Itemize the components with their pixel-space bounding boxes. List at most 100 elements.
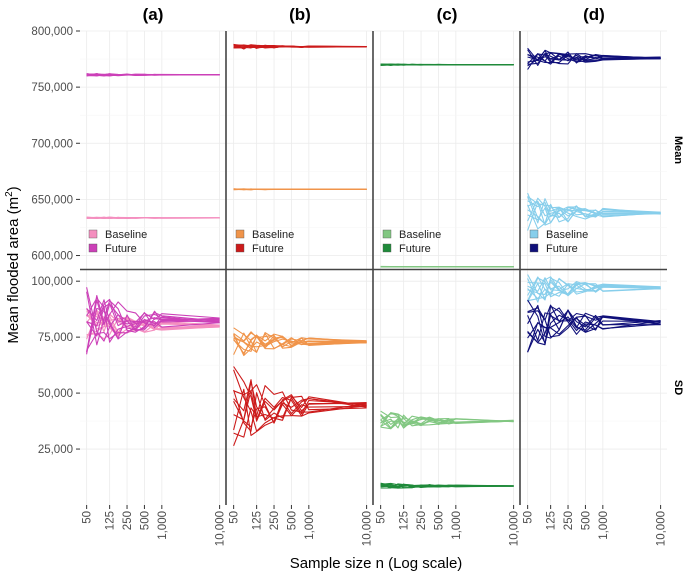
panel-title-a: (a) xyxy=(143,5,164,24)
y-tick-label: 800,000 xyxy=(31,26,73,38)
x-tick-label: 500 xyxy=(433,511,445,530)
series-line-future-d-mean xyxy=(527,53,661,65)
series-line-baseline-b-sd xyxy=(233,333,367,357)
series-line-future-d-sd xyxy=(527,316,661,339)
series-line-future-a-sd xyxy=(86,312,220,351)
series-line-future-d-mean xyxy=(527,50,661,67)
series-line-future-b-sd xyxy=(233,389,367,422)
series-line-baseline-d-sd xyxy=(527,281,661,298)
y-tick-label: 600,000 xyxy=(31,251,73,263)
x-tick-label: 125 xyxy=(546,511,558,530)
series-line-future-a-mean xyxy=(86,73,220,77)
series-line-baseline-a-mean xyxy=(86,216,220,220)
row-strip-mean: Mean xyxy=(672,136,684,164)
legend-label-baseline: Baseline xyxy=(399,229,441,241)
y-tick-label: 650,000 xyxy=(31,194,73,206)
series-line-future-a-sd xyxy=(86,297,220,331)
series-line-future-c-sd xyxy=(380,482,514,488)
x-tick-label: 1,000 xyxy=(451,511,463,540)
series-line-future-d-mean xyxy=(527,53,661,64)
x-tick-label: 1,000 xyxy=(304,511,316,540)
x-tick-label: 50 xyxy=(523,511,535,524)
x-tick-label: 125 xyxy=(252,511,264,530)
series-line-future-d-sd xyxy=(527,312,661,344)
series-line-future-b-sd xyxy=(233,369,367,432)
series-line-future-a-sd xyxy=(86,291,220,346)
panel-title-d: (d) xyxy=(583,5,605,24)
panel-d-mean: Baseline Future xyxy=(521,30,667,269)
panel-background xyxy=(227,31,373,269)
panel-title-c: (c) xyxy=(437,5,458,24)
panel-d-sd xyxy=(521,270,667,505)
x-tick-label: 250 xyxy=(269,511,281,530)
series-line-future-d-sd xyxy=(527,314,661,353)
x-tick-label: 125 xyxy=(399,511,411,530)
series-line-baseline-b-mean xyxy=(233,188,367,191)
panel-a-mean: Baseline Future xyxy=(80,30,226,269)
legend-label-baseline: Baseline xyxy=(252,229,294,241)
series-line-future-d-sd xyxy=(527,307,661,338)
series-line-future-d-sd xyxy=(527,309,661,342)
x-tick-label: 500 xyxy=(286,511,298,530)
panel-background xyxy=(80,31,226,269)
series-line-future-a-sd xyxy=(86,299,220,339)
x-tick-label: 10,000 xyxy=(362,511,374,546)
x-tick-label: 500 xyxy=(580,511,592,530)
series-line-baseline-d-sd xyxy=(527,277,661,301)
y-tick-label: 100,000 xyxy=(31,276,73,288)
series-line-baseline-b-sd xyxy=(233,334,367,356)
x-tick-label: 50 xyxy=(82,511,94,524)
panel-b-sd xyxy=(227,270,373,505)
x-tick-label: 10,000 xyxy=(215,511,227,546)
x-axis-label: Sample size n (Log scale) xyxy=(290,555,463,572)
x-tick-label: 10,000 xyxy=(656,511,668,546)
series-line-future-b-mean xyxy=(233,44,367,48)
legend-key-baseline xyxy=(235,229,245,239)
panel-background xyxy=(521,31,667,269)
y-tick-label: 50,000 xyxy=(38,388,73,400)
series-line-baseline-d-mean xyxy=(527,200,661,217)
y-axis-label: Mean flooded area (m2) xyxy=(4,186,22,343)
series-line-future-d-mean xyxy=(527,51,661,64)
legend-label-future: Future xyxy=(399,243,431,255)
x-tick-label: 250 xyxy=(416,511,428,530)
panels-layer: Baseline Future Baseline Future Baseline Futu… xyxy=(80,30,667,505)
x-tick-label: 250 xyxy=(563,511,575,530)
panel-background xyxy=(521,270,667,505)
series-line-baseline-d-mean xyxy=(527,196,661,224)
x-tick-label: 10,000 xyxy=(509,511,521,546)
legend-label-future: Future xyxy=(105,243,137,255)
x-tick-label: 50 xyxy=(229,511,241,524)
panel-c-sd xyxy=(374,270,520,505)
series-line-baseline-d-sd xyxy=(527,276,661,296)
x-tick-label: 500 xyxy=(139,511,151,530)
series-line-baseline-c-sd xyxy=(380,414,514,429)
panel-c-mean: Baseline Future xyxy=(374,30,520,269)
y-tick-label: 750,000 xyxy=(31,82,73,94)
series-line-baseline-d-mean xyxy=(527,197,661,222)
x-tick-label: 1,000 xyxy=(598,511,610,540)
series-line-future-a-sd xyxy=(86,305,220,343)
legend-key-future xyxy=(235,243,245,253)
legend-label-future: Future xyxy=(252,243,284,255)
x-tick-label: 125 xyxy=(105,511,117,530)
x-tick-label: 1,000 xyxy=(157,511,169,540)
series-line-future-d-mean xyxy=(527,49,661,66)
series-line-baseline-b-sd xyxy=(233,332,367,350)
panel-title-b: (b) xyxy=(289,5,311,24)
legend-key-future xyxy=(88,243,98,253)
series-line-baseline-d-mean xyxy=(527,195,661,218)
y-tick-label: 25,000 xyxy=(38,444,73,456)
panel-b-mean: Baseline Future xyxy=(227,30,373,269)
legend-b: Baseline Future xyxy=(235,229,294,255)
x-tick-label: 50 xyxy=(376,511,388,524)
legend-key-baseline xyxy=(88,229,98,239)
series-line-future-c-mean xyxy=(380,63,514,66)
y-tick-label: 700,000 xyxy=(31,138,73,150)
legend-key-baseline xyxy=(529,229,539,239)
legend-key-future xyxy=(529,243,539,253)
panel-background xyxy=(374,31,520,269)
y-tick-label: 75,000 xyxy=(38,332,73,344)
legend-c: Baseline Future xyxy=(382,229,441,255)
